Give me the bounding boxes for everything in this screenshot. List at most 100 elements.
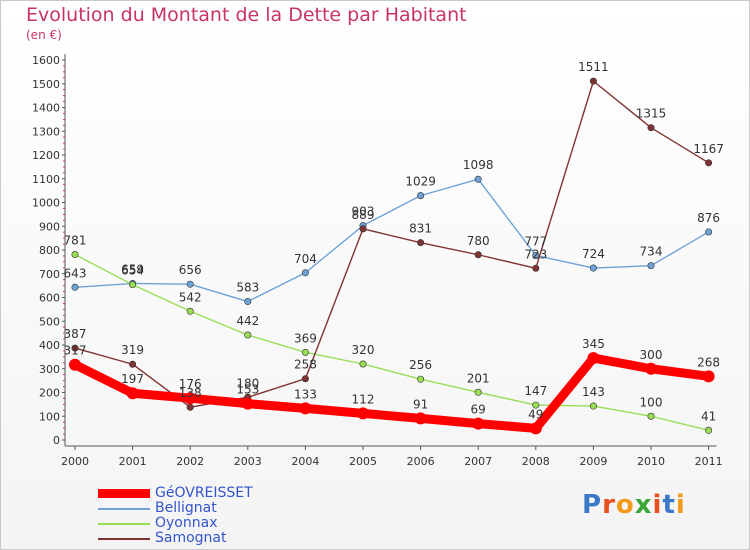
data-label-geovreisset: 112 [352,392,375,406]
data-label-samognat: 1167 [693,142,724,156]
data-label-bellignat: 583 [236,281,259,295]
data-label-geovreisset: 300 [640,348,663,362]
data-point-samognat [186,403,194,411]
data-point-oyonnax [474,388,482,396]
chart-subtitle: (en €) [26,28,62,42]
y-tick-label: 400 [39,339,60,352]
data-label-geovreisset: 345 [582,337,605,351]
data-point-bellignat [532,251,540,259]
data-label-bellignat: 659 [121,262,144,276]
data-label-oyonnax: 542 [179,290,202,304]
data-label-samognat: 889 [352,208,375,222]
data-label-oyonnax: 442 [236,314,259,328]
x-tick-label: 2005 [349,455,377,468]
data-point-geovreisset [241,397,254,410]
x-tick-label: 2007 [464,455,492,468]
data-label-samognat: 387 [64,327,87,341]
y-tick-label: 1000 [32,197,60,210]
x-tick-label: 2009 [579,455,607,468]
data-label-oyonnax: 100 [640,395,663,409]
data-point-oyonnax [129,281,137,289]
data-point-samognat [589,77,597,85]
data-label-geovreisset: 317 [64,344,87,358]
data-point-samognat [301,375,309,383]
data-point-geovreisset [529,422,542,435]
y-tick-label: 100 [39,410,60,423]
x-tick-label: 2001 [119,455,147,468]
legend-label: Samognat [155,530,227,546]
data-label-oyonnax: 654 [121,264,144,278]
data-point-oyonnax [589,402,597,410]
data-label-samognat: 180 [236,376,259,390]
legend-swatch [98,489,150,498]
data-label-samognat: 1315 [636,107,667,121]
data-point-samognat [417,239,425,247]
legend-swatch [98,507,150,510]
y-tick-label: 1500 [32,78,60,91]
data-point-samognat [129,360,137,368]
data-point-samognat [705,159,713,167]
data-label-bellignat: 704 [294,252,317,266]
y-tick-label: 700 [39,268,60,281]
data-point-samognat [647,124,655,132]
data-label-oyonnax: 147 [524,384,547,398]
data-point-bellignat [301,269,309,277]
data-label-geovreisset: 91 [413,397,428,411]
data-label-geovreisset: 133 [294,387,317,401]
series-line-oyonnax [74,253,710,431]
data-label-oyonnax: 143 [582,385,605,399]
y-tick-label: 300 [39,363,60,376]
data-label-geovreisset: 49 [528,407,543,421]
legend-swatch [98,537,150,540]
data-point-bellignat [647,262,655,270]
data-label-geovreisset: 176 [179,377,202,391]
data-point-bellignat [71,283,79,291]
data-label-bellignat: 734 [640,245,663,259]
data-label-samognat: 723 [524,247,547,261]
legend-label: Oyonnax [155,515,218,531]
legend-item-samognat: Samognat [98,531,253,546]
data-label-bellignat: 903 [352,205,375,219]
data-point-bellignat [244,298,252,306]
y-tick-label: 200 [39,387,60,400]
data-label-bellignat: 643 [64,266,87,280]
data-label-geovreisset: 197 [121,372,144,386]
data-point-geovreisset [357,407,369,420]
data-point-bellignat [589,264,597,272]
y-tick-label: 900 [39,220,60,233]
y-tick-label: 0 [53,434,60,447]
y-tick-label: 1400 [32,102,60,115]
legend-item-geovreisset: GéOVREISSET [98,486,253,501]
series-line-geovreisset [70,353,714,433]
data-label-oyonnax: 781 [64,234,87,248]
data-label-samognat: 138 [179,386,202,400]
data-point-geovreisset [184,392,197,405]
y-tick-label: 1600 [32,54,60,67]
legend-label: Bellignat [155,500,217,516]
data-point-oyonnax [417,375,425,383]
x-tick-label: 2003 [234,455,262,468]
data-point-geovreisset [299,402,312,415]
x-tick-label: 2006 [407,455,435,468]
data-point-oyonnax [532,401,540,409]
x-tick-label: 2004 [291,455,319,468]
data-point-oyonnax [359,360,367,368]
legend-swatch [98,522,150,525]
data-point-oyonnax [301,348,309,356]
data-label-oyonnax: 41 [701,409,716,423]
data-point-samognat [532,264,540,272]
x-tick-label: 2011 [695,455,723,468]
data-label-bellignat: 656 [179,263,202,277]
x-tick-label: 2010 [637,455,665,468]
data-point-oyonnax [71,251,79,259]
data-label-geovreisset: 153 [236,383,259,397]
legend-item-bellignat: Bellignat [98,501,253,516]
data-point-oyonnax [186,307,194,315]
data-label-samognat: 1511 [578,60,609,74]
data-label-oyonnax: 201 [467,371,490,385]
x-tick-label: 2008 [522,455,550,468]
y-tick-label: 500 [39,315,60,328]
y-tick-label: 1200 [32,149,60,162]
data-label-bellignat: 1098 [463,158,494,172]
